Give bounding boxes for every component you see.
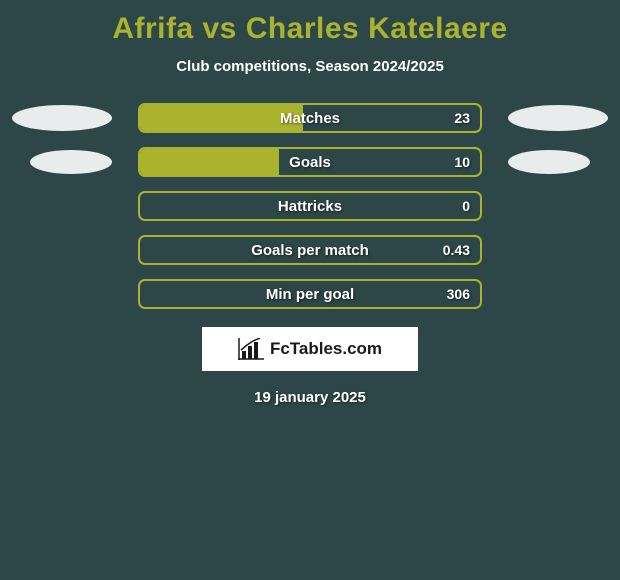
logo-text: FcTables.com: [270, 339, 382, 359]
bar-fill: [140, 149, 279, 175]
bar-fill: [140, 105, 303, 131]
bar-label: Goals per match: [140, 237, 480, 263]
bar-value: 0: [462, 193, 470, 219]
bar-value: 0.43: [443, 237, 470, 263]
left-oval: [30, 150, 112, 174]
right-spacer: [508, 281, 608, 307]
bar-value: 306: [447, 281, 470, 307]
stat-bar: Goals per match0.43: [138, 235, 482, 265]
bar-label: Min per goal: [140, 281, 480, 307]
left-oval: [12, 105, 112, 131]
subtitle: Club competitions, Season 2024/2025: [0, 58, 620, 103]
date-text: 19 january 2025: [0, 389, 620, 406]
bar-label: Hattricks: [140, 193, 480, 219]
bar-value: 10: [454, 149, 470, 175]
stat-row: Hattricks0: [0, 191, 620, 221]
left-spacer: [12, 193, 112, 219]
right-oval: [508, 150, 590, 174]
stat-row: Min per goal306: [0, 279, 620, 309]
stat-row: Goals per match0.43: [0, 235, 620, 265]
right-oval: [508, 105, 608, 131]
logo-box[interactable]: FcTables.com: [202, 327, 418, 371]
page-title: Afrifa vs Charles Katelaere: [0, 8, 620, 58]
right-spacer: [508, 237, 608, 263]
chart-icon: [238, 338, 264, 360]
stat-row: Matches23: [0, 103, 620, 133]
bar-value: 23: [454, 105, 470, 131]
comparison-card: Afrifa vs Charles Katelaere Club competi…: [0, 0, 620, 406]
left-spacer: [12, 237, 112, 263]
stat-rows: Matches23 Goals10 Hattricks0 Goals per matc…: [0, 103, 620, 309]
stat-bar: Min per goal306: [138, 279, 482, 309]
stat-bar: Matches23: [138, 103, 482, 133]
stat-row: Goals10: [0, 147, 620, 177]
stat-bar: Goals10: [138, 147, 482, 177]
left-spacer: [12, 281, 112, 307]
stat-bar: Hattricks0: [138, 191, 482, 221]
right-spacer: [508, 193, 608, 219]
